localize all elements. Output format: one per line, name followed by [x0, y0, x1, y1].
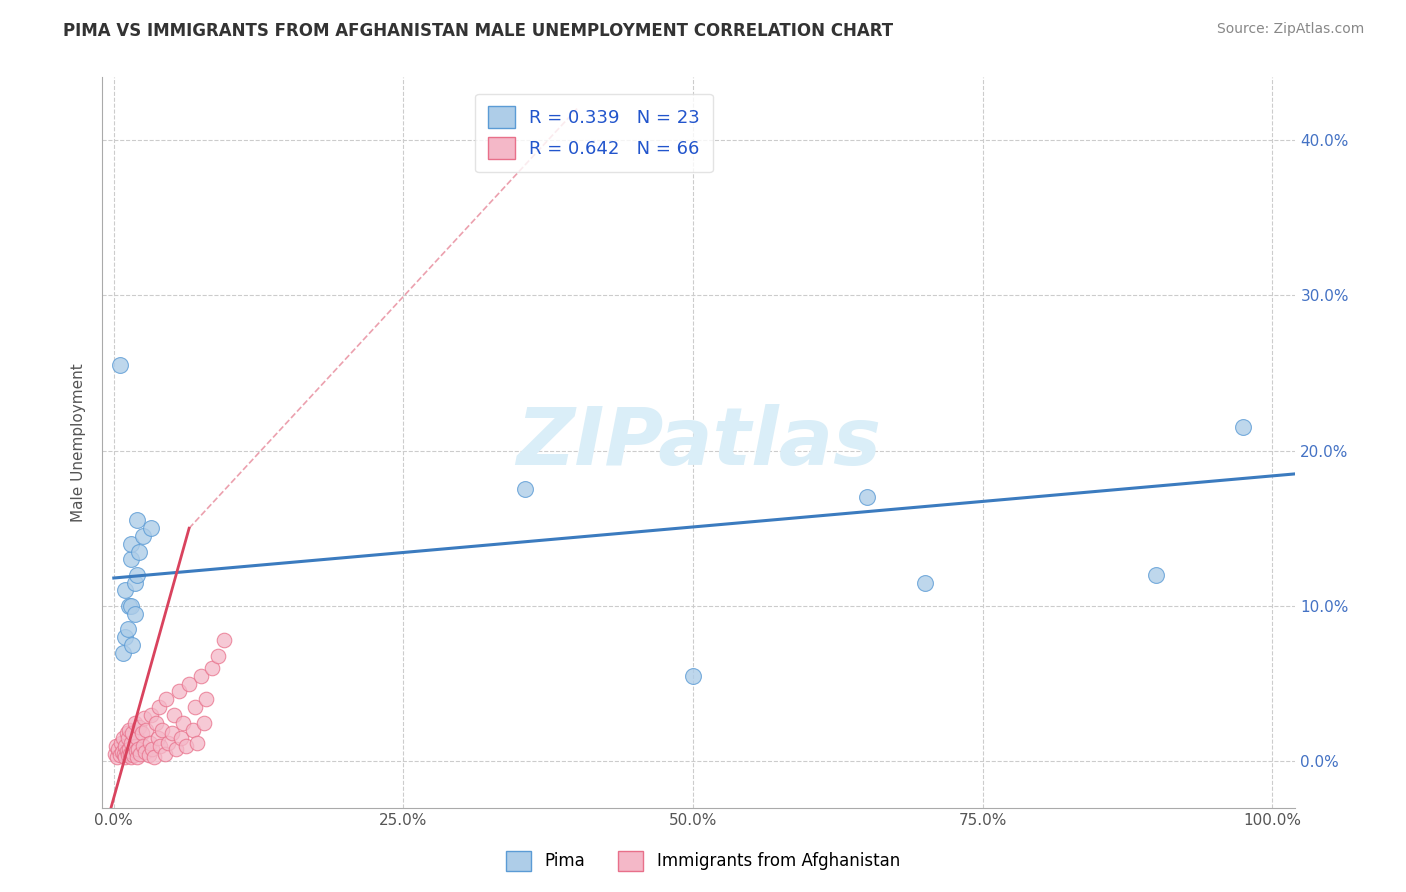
Point [174, 739, 197, 753]
Point [148, 700, 170, 714]
Point [184, 700, 207, 714]
Point [125, 514, 148, 528]
Point [105, 739, 128, 753]
Point [117, 748, 139, 763]
Point [112, 646, 135, 660]
Point [157, 736, 180, 750]
Point [120, 537, 142, 551]
Point [120, 736, 142, 750]
Point [117, 622, 139, 636]
Point [110, 736, 132, 750]
Point [163, 707, 186, 722]
Point [131, 726, 153, 740]
Point [115, 743, 138, 757]
Legend: R = 0.339   N = 23, R = 0.642   N = 66: R = 0.339 N = 23, R = 0.642 N = 66 [475, 94, 713, 172]
Point [132, 739, 155, 753]
Point [122, 748, 145, 763]
Point [124, 739, 146, 753]
Point [120, 599, 142, 613]
Point [129, 747, 152, 761]
Point [682, 669, 704, 683]
Point [146, 731, 169, 745]
Point [105, 749, 128, 764]
Point [125, 743, 148, 757]
Point [212, 633, 235, 648]
Point [190, 669, 212, 683]
Point [172, 715, 194, 730]
Point [132, 711, 155, 725]
Point [167, 684, 190, 698]
Point [107, 742, 129, 756]
Point [124, 575, 146, 590]
Point [108, 358, 131, 372]
Point [1146, 568, 1168, 582]
Point [118, 747, 141, 761]
Point [118, 599, 141, 613]
Point [128, 720, 150, 734]
Point [193, 715, 215, 730]
Point [111, 745, 134, 759]
Text: Source: ZipAtlas.com: Source: ZipAtlas.com [1216, 22, 1364, 37]
Point [120, 552, 142, 566]
Point [856, 490, 879, 504]
Point [124, 607, 146, 621]
Point [125, 731, 148, 745]
Point [139, 707, 162, 722]
Point [143, 749, 166, 764]
Point [153, 747, 176, 761]
Text: PIMA VS IMMIGRANTS FROM AFGHANISTAN MALE UNEMPLOYMENT CORRELATION CHART: PIMA VS IMMIGRANTS FROM AFGHANISTAN MALE… [63, 22, 893, 40]
Point [160, 726, 183, 740]
Point [513, 483, 536, 497]
Point [1232, 420, 1254, 434]
Point [115, 726, 138, 740]
Point [186, 736, 208, 750]
Point [117, 731, 139, 745]
Point [207, 648, 229, 663]
Point [114, 583, 136, 598]
Point [135, 723, 157, 738]
Point [134, 745, 156, 759]
Point [128, 544, 150, 558]
Point [138, 736, 160, 750]
Point [114, 749, 136, 764]
Point [112, 747, 135, 761]
Point [114, 739, 136, 753]
Point [121, 638, 143, 652]
Point [177, 676, 200, 690]
Y-axis label: Male Unemployment: Male Unemployment [72, 363, 86, 522]
Point [138, 748, 160, 763]
Point [118, 742, 141, 756]
Point [108, 748, 131, 763]
Legend: Pima, Immigrants from Afghanistan: Pima, Immigrants from Afghanistan [498, 842, 908, 880]
Point [118, 723, 141, 738]
Point [112, 731, 135, 745]
Point [120, 749, 142, 764]
Point [170, 731, 193, 745]
Text: ZIPatlas: ZIPatlas [516, 404, 882, 482]
Point [121, 726, 143, 740]
Point [114, 630, 136, 644]
Point [914, 575, 936, 590]
Point [165, 742, 187, 756]
Point [195, 692, 218, 706]
Point [125, 568, 148, 582]
Point [155, 692, 177, 706]
Point [104, 747, 127, 761]
Point [149, 739, 172, 753]
Point [121, 745, 143, 759]
Point [152, 723, 174, 738]
Point [132, 529, 155, 543]
Point [139, 521, 162, 535]
Point [181, 723, 204, 738]
Point [141, 742, 163, 756]
Point [124, 715, 146, 730]
Point [201, 661, 224, 675]
Point [127, 742, 149, 756]
Point [145, 715, 167, 730]
Point [125, 749, 148, 764]
